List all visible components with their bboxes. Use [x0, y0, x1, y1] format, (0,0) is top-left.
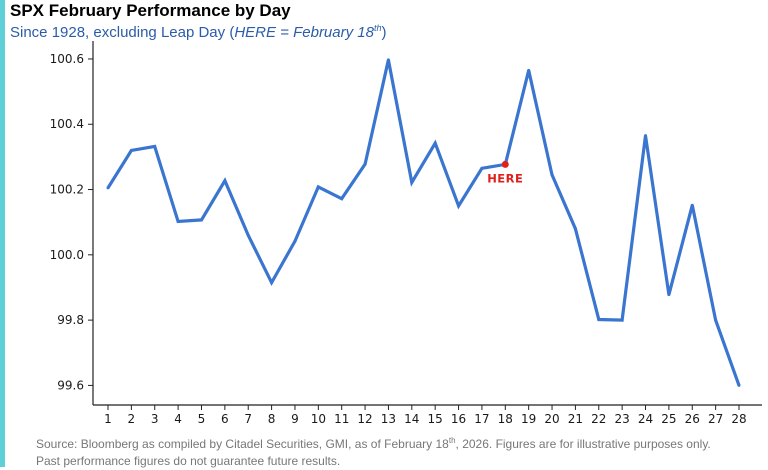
- x-tick-label: 19: [521, 412, 536, 426]
- x-tick-label: 13: [381, 412, 396, 426]
- x-tick-label: 10: [311, 412, 326, 426]
- data-point: [153, 144, 157, 148]
- x-tick-label: 1: [104, 412, 112, 426]
- data-point: [480, 166, 484, 170]
- chart-subtitle: Since 1928, excluding Leap Day (HERE = F…: [10, 23, 386, 41]
- y-tick-label: 100.0: [50, 248, 84, 262]
- source-line-1-b: , 2026. Figures are for illustrative pur…: [455, 437, 711, 451]
- y-tick-label: 100.6: [50, 52, 84, 66]
- data-point: [527, 68, 531, 72]
- y-axis-ticks: 100.6 100.4 100.2 100.0 99.8 99.6: [50, 52, 93, 392]
- data-point: [550, 173, 554, 177]
- data-point: [270, 281, 274, 285]
- data-point: [106, 186, 110, 190]
- x-tick-label: 22: [591, 412, 606, 426]
- x-tick-label: 12: [357, 412, 372, 426]
- data-point: [199, 218, 203, 222]
- x-tick-label: 7: [244, 412, 252, 426]
- x-tick-label: 20: [544, 412, 559, 426]
- here-marker: [501, 160, 509, 168]
- data-point: [644, 134, 648, 138]
- x-tick-label: 2: [128, 412, 136, 426]
- accent-bar: [0, 0, 5, 467]
- y-tick-label: 100.2: [50, 183, 84, 197]
- data-point: [690, 203, 694, 207]
- annotation-group: HERE: [487, 160, 523, 185]
- data-point: [316, 185, 320, 189]
- x-tick-label: 15: [428, 412, 443, 426]
- x-tick-label: 17: [474, 412, 489, 426]
- x-tick-label: 8: [268, 412, 276, 426]
- data-point: [386, 58, 390, 62]
- subtitle-prefix: Since 1928, excluding Leap Day (: [10, 24, 235, 41]
- data-point: [363, 162, 367, 166]
- x-tick-label: 5: [198, 412, 206, 426]
- y-tick-label: 99.8: [57, 313, 84, 327]
- x-tick-label: 26: [685, 412, 700, 426]
- data-point: [457, 204, 461, 208]
- source-line-2: Past performance figures do not guarante…: [36, 454, 341, 468]
- subtitle-here: HERE: [234, 24, 276, 41]
- data-point: [246, 233, 250, 237]
- data-point: [737, 383, 741, 387]
- data-point: [410, 180, 414, 184]
- data-point: [573, 227, 577, 231]
- data-point: [223, 179, 227, 183]
- x-tick-label: 28: [731, 412, 746, 426]
- x-tick-label: 23: [615, 412, 630, 426]
- chart-title: SPX February Performance by Day: [10, 1, 291, 20]
- x-tick-label: 4: [174, 412, 182, 426]
- x-tick-label: 3: [151, 412, 159, 426]
- x-tick-label: 25: [661, 412, 676, 426]
- y-tick-label: 100.4: [50, 117, 84, 131]
- x-tick-label: 18: [498, 412, 513, 426]
- y-tick-label: 99.6: [57, 378, 84, 392]
- source-line-1: Source: Bloomberg as compiled by Citadel…: [36, 432, 711, 453]
- x-tick-label: 16: [451, 412, 466, 426]
- data-point: [340, 197, 344, 201]
- subtitle-suffix: ): [381, 24, 387, 41]
- data-point: [293, 239, 297, 243]
- source-note: Source: Bloomberg as compiled by Citadel…: [36, 432, 711, 470]
- series-group: [106, 58, 741, 387]
- source-line-1-a: Source: Bloomberg as compiled by Citadel…: [36, 437, 449, 451]
- x-axis-ticks: 1 2 3 4 5 6 7 8 9 10 11 12 13 14 15 16 17 18 19 20 21 22 23 24 2…: [104, 405, 747, 426]
- source-line-1-sup: th: [448, 436, 456, 445]
- x-tick-label: 9: [291, 412, 299, 426]
- x-tick-label: 11: [334, 412, 349, 426]
- chart-axes: [92, 41, 762, 406]
- x-tick-label: 27: [708, 412, 723, 426]
- data-point: [597, 317, 601, 321]
- subtitle-eq: = February 18: [276, 24, 374, 41]
- x-tick-label: 21: [568, 412, 583, 426]
- data-point: [667, 293, 671, 297]
- data-point: [620, 318, 624, 322]
- series-line: [106, 59, 741, 386]
- data-point: [129, 148, 133, 152]
- x-tick-label: 6: [221, 412, 229, 426]
- x-tick-label: 24: [638, 412, 653, 426]
- here-label: HERE: [487, 171, 523, 185]
- data-point: [714, 318, 718, 322]
- data-point: [176, 220, 180, 224]
- subtitle-sup: th: [373, 23, 382, 33]
- x-tick-label: 14: [404, 412, 419, 426]
- data-point: [433, 141, 437, 145]
